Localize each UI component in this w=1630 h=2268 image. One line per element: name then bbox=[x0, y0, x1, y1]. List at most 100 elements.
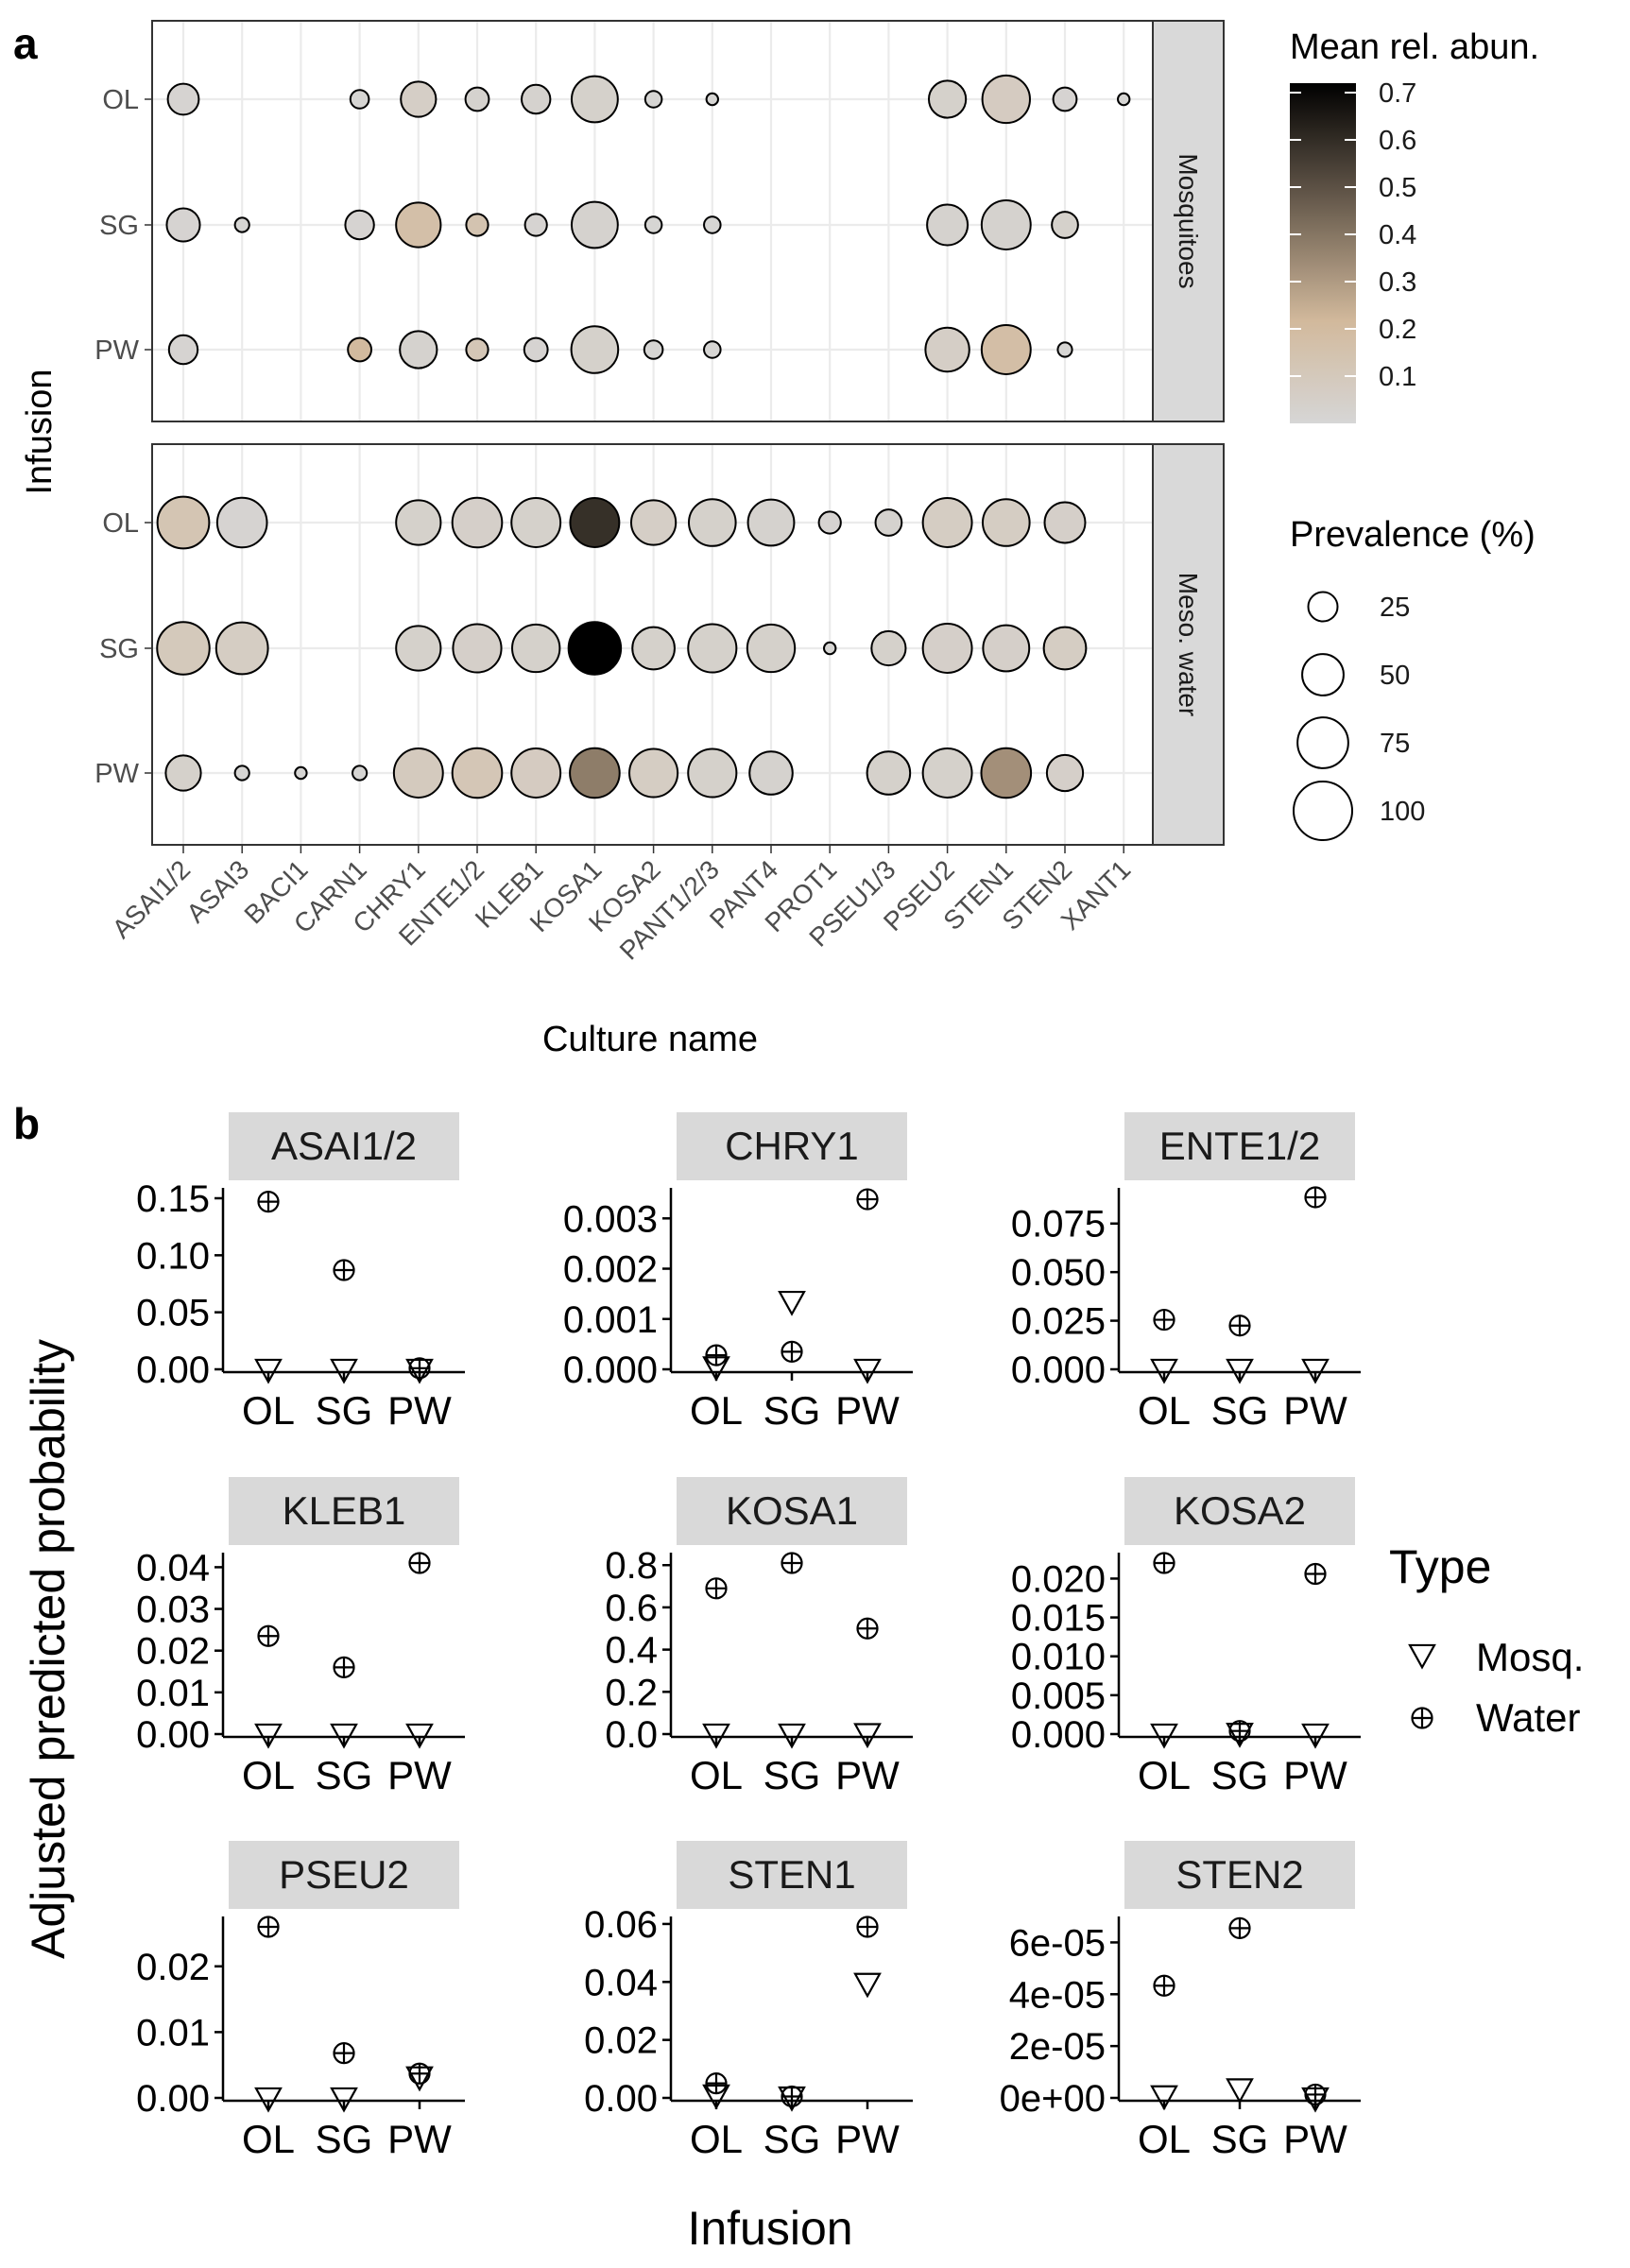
water-point-kosa2-pw bbox=[1304, 1562, 1327, 1586]
facet-strip bbox=[229, 1112, 459, 1180]
water-point-kosa2-sg bbox=[1228, 1720, 1251, 1743]
size-legend-label: 75 bbox=[1380, 729, 1410, 759]
y-tick-label: 2e-05 bbox=[1009, 2026, 1106, 2068]
water-point-kleb1-ol bbox=[257, 1624, 280, 1647]
facet-strip-label: CHRY1 bbox=[725, 1124, 859, 1168]
x-tick-label: SG bbox=[316, 2117, 373, 2161]
mosq-point-asai1-2-ol bbox=[254, 1358, 283, 1384]
water-point-chry1-ol bbox=[705, 1344, 728, 1366]
x-tick-label: PW bbox=[835, 1388, 900, 1433]
color-bar bbox=[1290, 83, 1356, 423]
y-tick-label: 0.005 bbox=[1011, 1675, 1106, 1717]
bubble-kosa1-pw bbox=[570, 325, 620, 374]
bubble-chry1-ol bbox=[395, 499, 442, 546]
y-tick-label: 0.01 bbox=[136, 1673, 210, 1714]
y-tick-label: 0.02 bbox=[584, 2020, 658, 2062]
facet-pseu2: PSEU2 0.00 0.01 0.02 OL SG PW bbox=[136, 1841, 465, 2161]
facet-asai1-2: ASAI1/2 0.00 0.05 0.10 0.15 OL SG PW bbox=[136, 1112, 465, 1433]
x-tick-label: SG bbox=[1211, 1388, 1269, 1433]
y-tick-label: 0.05 bbox=[136, 1293, 210, 1334]
bubble-kleb1-ol bbox=[521, 83, 552, 115]
mosq-point-kleb1-pw bbox=[405, 1723, 434, 1749]
water-point-kleb1-sg bbox=[333, 1656, 355, 1678]
y-tick-label: 0.025 bbox=[1011, 1301, 1106, 1343]
x-tick-label: SG bbox=[1211, 1753, 1269, 1797]
water-point-kosa1-ol bbox=[705, 1577, 728, 1600]
bubble-pant1-2-3-sg bbox=[703, 215, 722, 234]
bubble-pseu2-ol bbox=[921, 497, 973, 548]
water-point-ente1-2-sg bbox=[1228, 1314, 1251, 1337]
size-legend-title: Prevalence (%) bbox=[1290, 515, 1536, 555]
type-legend-label-water: Water bbox=[1476, 1695, 1580, 1740]
y-tick-label: 0.10 bbox=[136, 1235, 210, 1277]
mosq-point-kleb1-sg bbox=[330, 1723, 358, 1749]
bubble-asai1-2-sg bbox=[165, 207, 201, 243]
facet-strip bbox=[1152, 443, 1225, 846]
facet-strip bbox=[677, 1112, 907, 1180]
water-point-sten2-ol bbox=[1153, 1974, 1175, 1997]
bubble-sten2-pw bbox=[1056, 341, 1073, 358]
bubble-asai1-2-ol bbox=[166, 82, 200, 116]
water-point-ente1-2-ol bbox=[1153, 1308, 1175, 1332]
water-point-sten2-pw bbox=[1304, 2083, 1327, 2106]
mosq-point-pseu2-sg bbox=[330, 2087, 358, 2113]
bubble-kleb1-pw bbox=[523, 336, 549, 363]
bubble-kosa2-pw bbox=[628, 747, 679, 799]
x-tick-label: OL bbox=[690, 1753, 743, 1797]
size-legend-key bbox=[1307, 591, 1339, 623]
y-tick-label: 0.010 bbox=[1011, 1637, 1106, 1678]
water-point-ente1-2-pw bbox=[1304, 1186, 1327, 1209]
bubble-sten2-ol bbox=[1052, 86, 1078, 112]
y-tick-label: 0e+00 bbox=[1000, 2078, 1106, 2120]
mosq-point-ente1-2-ol bbox=[1150, 1358, 1178, 1384]
y-tick-label: 0.02 bbox=[136, 1947, 210, 1988]
x-tick-label: SG bbox=[1211, 2117, 1269, 2161]
bubble-kosa2-pw bbox=[643, 339, 664, 360]
x-tick-label: OL bbox=[242, 1753, 295, 1797]
bubble-kosa1-sg bbox=[570, 200, 619, 249]
facet-sten1: STEN1 0.00 0.02 0.04 0.06 OL SG PW bbox=[584, 1841, 913, 2161]
y-tick-label: 0.00 bbox=[136, 1349, 210, 1391]
y-tick-label: SG bbox=[99, 211, 139, 241]
y-tick-label: 4e-05 bbox=[1009, 1974, 1106, 2016]
bubble-carn1-ol bbox=[349, 89, 370, 110]
bubble-chry1-sg bbox=[395, 201, 442, 249]
bubble-chry1-ol bbox=[400, 80, 438, 118]
mosq-point-kosa1-ol bbox=[702, 1723, 730, 1749]
y-tick-label: 0.003 bbox=[563, 1198, 658, 1240]
type-legend-label-mosq: Mosq. bbox=[1476, 1635, 1584, 1679]
type-legend-key-water bbox=[1411, 1707, 1433, 1729]
x-tick-label: OL bbox=[242, 1388, 295, 1433]
bubble-sten1-pw bbox=[980, 324, 1032, 375]
x-tick-label: OL bbox=[690, 1388, 743, 1433]
bubble-carn1-sg bbox=[344, 209, 375, 241]
bubble-kosa2-sg bbox=[631, 626, 676, 671]
bubble-chry1-sg bbox=[395, 625, 442, 672]
facet-strip bbox=[1152, 20, 1225, 422]
panel-b-x-axis-title: Infusion bbox=[687, 2202, 852, 2255]
mosq-point-kosa1-pw bbox=[853, 1723, 882, 1749]
x-tick-label: PW bbox=[1283, 1388, 1347, 1433]
facet-strip bbox=[229, 1841, 459, 1909]
water-point-kosa1-pw bbox=[856, 1617, 879, 1640]
water-point-chry1-sg bbox=[781, 1340, 803, 1363]
bubble-pseu1-3-ol bbox=[874, 508, 903, 537]
bubble-pant1-2-3-pw bbox=[703, 340, 722, 359]
facet-ente1-2: ENTE1/2 0.000 0.025 0.050 0.075 OL SG PW bbox=[1011, 1112, 1361, 1433]
y-tick-label: 0.04 bbox=[136, 1547, 210, 1589]
panel-label-b: b bbox=[13, 1099, 40, 1148]
x-tick-label: OL bbox=[1138, 1388, 1191, 1433]
bubble-sten1-ol bbox=[982, 498, 1031, 547]
bubble-pant1-2-3-sg bbox=[687, 623, 738, 674]
y-tick-label: 0.075 bbox=[1011, 1204, 1106, 1246]
y-tick-label: PW bbox=[94, 335, 139, 366]
bubble-pant1-2-3-pw bbox=[687, 747, 738, 799]
x-tick-label: SG bbox=[316, 1753, 373, 1797]
panel-a-y-axis-title: Infusion bbox=[20, 369, 60, 494]
mosq-point-asai1-2-sg bbox=[330, 1358, 358, 1384]
facet-strip-label: ENTE1/2 bbox=[1159, 1124, 1320, 1168]
panel-a-x-axis-title: Culture name bbox=[542, 1020, 758, 1059]
bubble-ente1-2-pw bbox=[465, 337, 489, 362]
